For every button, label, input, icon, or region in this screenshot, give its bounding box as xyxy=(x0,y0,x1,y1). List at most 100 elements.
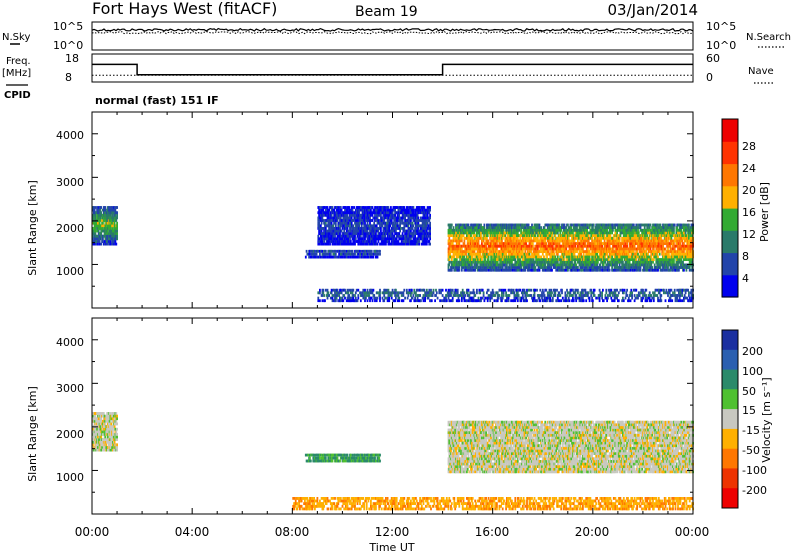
power-cell xyxy=(578,256,580,259)
power-cell xyxy=(621,237,623,240)
power-cell xyxy=(577,240,579,243)
power-cell xyxy=(670,269,672,272)
power-cell xyxy=(634,245,636,248)
power-cell xyxy=(605,256,607,259)
power-cell xyxy=(328,240,330,243)
power-cell xyxy=(321,211,323,214)
power-cell xyxy=(472,266,474,269)
power-cell xyxy=(537,261,539,264)
power-cell xyxy=(607,245,609,248)
power-cell xyxy=(604,234,606,237)
power-cell xyxy=(497,258,499,261)
power-cell xyxy=(680,242,682,245)
power-cell xyxy=(108,237,110,240)
power-cell xyxy=(624,266,626,269)
power-cell xyxy=(660,266,662,269)
power-cell xyxy=(490,250,492,253)
power-cell xyxy=(545,242,547,245)
power-cell xyxy=(491,264,493,267)
power-cell xyxy=(501,240,503,243)
power-cell xyxy=(529,256,531,259)
power-cell xyxy=(529,266,531,269)
power-cell xyxy=(479,258,481,261)
power-cell xyxy=(448,261,450,264)
power-cell xyxy=(629,256,631,259)
power-cell xyxy=(624,245,626,248)
power-cell xyxy=(655,240,657,243)
power-cell xyxy=(564,258,566,261)
power-cell xyxy=(544,258,546,261)
power-cell xyxy=(673,253,675,256)
power-cell xyxy=(570,240,572,243)
power-cell xyxy=(681,240,683,243)
power-cell xyxy=(532,226,534,229)
power-cell xyxy=(604,237,606,240)
power-cell xyxy=(532,229,534,232)
power-cell xyxy=(466,245,468,248)
power-cell xyxy=(661,250,663,253)
power-cell xyxy=(624,248,626,251)
power-cell xyxy=(611,256,613,259)
power-cell xyxy=(497,261,499,264)
power-cell xyxy=(544,250,546,253)
power-cell xyxy=(467,248,469,251)
power-cell xyxy=(464,224,466,227)
power-cell xyxy=(100,219,102,222)
power-cell xyxy=(475,261,477,264)
power-cell xyxy=(686,234,688,237)
power-cell xyxy=(320,217,322,220)
power-cell xyxy=(679,226,681,229)
power-cell xyxy=(553,250,555,253)
power-cell xyxy=(565,261,567,264)
power-cell xyxy=(526,240,528,243)
power-cell xyxy=(485,245,487,248)
power-cell xyxy=(559,224,561,227)
power-cell xyxy=(318,211,320,214)
power-cell xyxy=(486,264,488,267)
power-cell xyxy=(524,269,526,272)
power-cell xyxy=(587,226,589,229)
power-cell xyxy=(650,224,652,227)
nsky-label: N.Sky xyxy=(2,32,30,43)
power-cell xyxy=(597,232,599,235)
power-cell xyxy=(608,248,610,251)
power-cell xyxy=(322,250,324,253)
power-cell xyxy=(116,230,118,233)
power-cell xyxy=(489,226,491,229)
power-cell xyxy=(671,240,673,243)
power-cell xyxy=(343,217,345,220)
power-cell xyxy=(554,266,556,269)
power-cell xyxy=(317,235,319,238)
power-cell xyxy=(585,266,587,269)
power-cell xyxy=(327,211,329,214)
power-cell xyxy=(656,261,658,264)
power-cell xyxy=(581,269,583,272)
power-cell xyxy=(325,209,327,212)
power-cell xyxy=(654,264,656,267)
power-cell xyxy=(592,232,594,235)
power-cell xyxy=(339,227,341,230)
power-cell xyxy=(577,232,579,235)
power-cell xyxy=(630,258,632,261)
power-cell xyxy=(679,261,681,264)
power-cell xyxy=(448,240,450,243)
power-cell xyxy=(626,237,628,240)
power-cell xyxy=(646,269,648,272)
power-cell xyxy=(464,258,466,261)
power-cell xyxy=(472,269,474,272)
power-cell xyxy=(306,250,308,253)
power-cell xyxy=(562,250,564,253)
power-cell xyxy=(342,235,344,238)
power-cell xyxy=(597,240,599,243)
power-cell xyxy=(348,206,350,209)
power-cell xyxy=(691,240,693,243)
power-cell xyxy=(319,243,321,246)
power-cell xyxy=(493,250,495,253)
power-cell xyxy=(601,237,603,240)
power-cell xyxy=(636,250,638,253)
power-cell xyxy=(690,250,692,253)
power-cell xyxy=(574,240,576,243)
power-cell xyxy=(455,224,457,227)
power-cell xyxy=(688,234,690,237)
power-cell xyxy=(495,256,497,259)
